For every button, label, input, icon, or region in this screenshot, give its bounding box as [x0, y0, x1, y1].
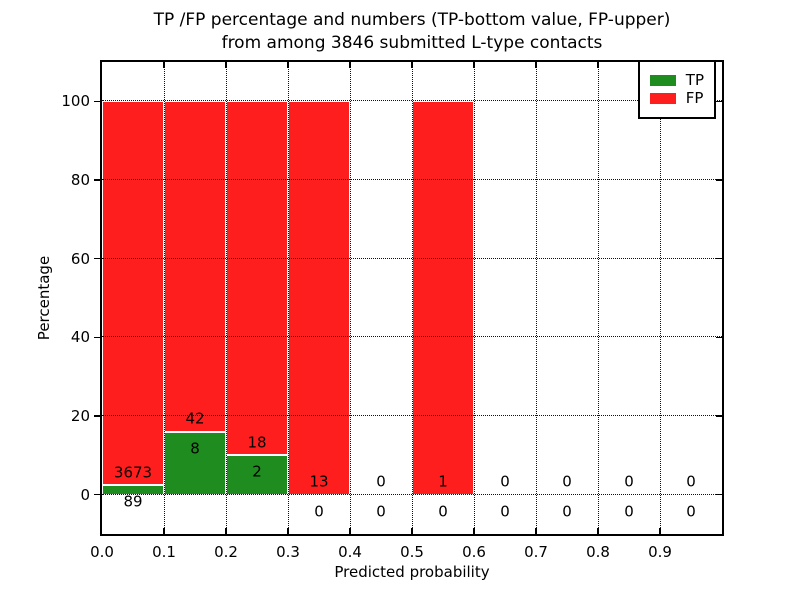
tp-count-label: 89 — [123, 492, 143, 511]
fp-color-swatch — [649, 93, 676, 104]
x-tick-label: 0.7 — [524, 543, 548, 561]
fp-count-label: 0 — [562, 472, 572, 491]
x-tick-label: 0.3 — [276, 543, 300, 561]
x-tick-mark-top — [473, 62, 475, 68]
tp-count-label: 8 — [190, 439, 200, 458]
legend-entry-tp: TP — [649, 71, 704, 89]
tp-color-swatch — [649, 75, 676, 86]
legend: TP FP — [637, 60, 716, 119]
gridline-vertical — [474, 62, 475, 534]
x-tick-mark — [349, 528, 351, 534]
fp-count-label: 42 — [185, 409, 205, 428]
fp-count-label: 0 — [686, 472, 696, 491]
bar-segment-fp — [412, 101, 474, 495]
x-tick-label: 0.2 — [214, 543, 238, 561]
gridline-vertical — [660, 62, 661, 534]
y-tick-mark — [94, 179, 100, 181]
x-tick-label: 0.5 — [400, 543, 424, 561]
y-tick-mark — [94, 336, 100, 339]
y-tick-label: 80 — [70, 171, 90, 189]
bar-segment-fp — [164, 101, 226, 432]
x-tick-label: 0.8 — [586, 543, 610, 561]
fp-count-label: 1 — [438, 472, 448, 491]
gridline-vertical — [226, 62, 227, 534]
x-tick-mark — [535, 528, 537, 534]
y-tick-label: 40 — [70, 328, 90, 347]
y-tick-mark-right — [716, 100, 722, 103]
plot-area: 0.0 0.1 0.2 0.3 0.4 0.5 0.6 0.7 0.8 0.9 0 20 40 60 80 1… — [61, 60, 724, 561]
x-tick-mark — [473, 528, 475, 534]
y-tick-mark-right — [716, 493, 722, 496]
x-tick-mark-top — [163, 62, 165, 68]
tp-count-label: 0 — [500, 502, 510, 521]
x-tick-mark — [163, 528, 165, 534]
x-tick-mark — [597, 528, 599, 534]
y-tick-mark — [94, 415, 100, 417]
legend-label-tp: TP — [685, 71, 704, 89]
x-tick-mark-top — [349, 62, 351, 68]
legend-label-fp: FP — [685, 89, 704, 107]
chart-title-line1: TP /FP percentage and numbers (TP-bottom… — [153, 10, 671, 30]
x-tick-mark — [225, 528, 227, 534]
fp-count-label: 0 — [376, 472, 386, 491]
y-tick-mark — [94, 100, 100, 103]
tp-count-label: 0 — [438, 502, 448, 521]
fp-count-label: 13 — [309, 472, 329, 491]
x-tick-mark — [411, 528, 413, 534]
bar-segment-fp — [288, 101, 350, 495]
x-tick-mark-top — [287, 62, 289, 68]
x-tick-label: 0.0 — [90, 543, 114, 561]
x-tick-label: 0.9 — [648, 543, 672, 561]
x-tick-label: 0.1 — [152, 543, 176, 561]
tp-count-label: 2 — [252, 462, 262, 481]
y-tick-label: 60 — [70, 249, 90, 268]
y-axis-label: Percentage — [35, 255, 53, 341]
tp-count-label: 0 — [624, 502, 634, 521]
x-tick-mark-top — [225, 62, 227, 68]
y-tick-mark — [94, 257, 100, 260]
plot-inner: 0.0 0.1 0.2 0.3 0.4 0.5 0.6 0.7 0.8 0.9 0 20 40 60 80 1… — [61, 62, 722, 561]
bar-segment-fp — [226, 101, 288, 456]
tp-count-label: 0 — [686, 502, 696, 521]
chart-title: TP /FP percentage and numbers (TP-bottom… — [100, 9, 724, 55]
x-axis-label: Predicted probability — [334, 563, 490, 581]
bar-segment-fp — [102, 101, 164, 486]
x-tick-mark-top — [535, 62, 537, 68]
x-tick-mark — [659, 528, 661, 534]
fp-count-label: 3673 — [113, 463, 153, 482]
gridline-vertical — [412, 62, 413, 534]
legend-entry-fp: FP — [649, 89, 704, 107]
y-tick-mark-right — [716, 257, 722, 260]
x-tick-mark-top — [411, 62, 413, 68]
y-tick-label: 100 — [61, 92, 90, 111]
y-tick-mark-right — [716, 179, 722, 181]
gridline-vertical — [536, 62, 537, 534]
gridline-vertical — [598, 62, 599, 534]
fp-count-label: 18 — [247, 433, 267, 452]
y-tick-mark-right — [716, 415, 722, 417]
x-tick-label: 0.6 — [462, 543, 486, 561]
fp-count-label: 0 — [624, 472, 634, 491]
y-tick-mark-right — [716, 336, 722, 339]
x-tick-mark-top — [597, 62, 599, 68]
tp-count-label: 0 — [314, 502, 324, 521]
fp-count-label: 0 — [500, 472, 510, 491]
x-tick-label: 0.4 — [338, 543, 362, 561]
gridline-vertical — [164, 62, 165, 534]
tp-count-label: 0 — [562, 502, 572, 521]
gridline-vertical — [288, 62, 289, 534]
gridline-vertical — [350, 62, 351, 534]
tp-count-label: 0 — [376, 502, 386, 521]
y-tick-label: 0 — [80, 485, 90, 504]
chart-title-line2: from among 3846 submitted L-type contact… — [221, 33, 603, 53]
y-tick-mark — [94, 493, 100, 496]
y-tick-label: 20 — [70, 407, 90, 425]
x-tick-mark — [287, 528, 289, 534]
